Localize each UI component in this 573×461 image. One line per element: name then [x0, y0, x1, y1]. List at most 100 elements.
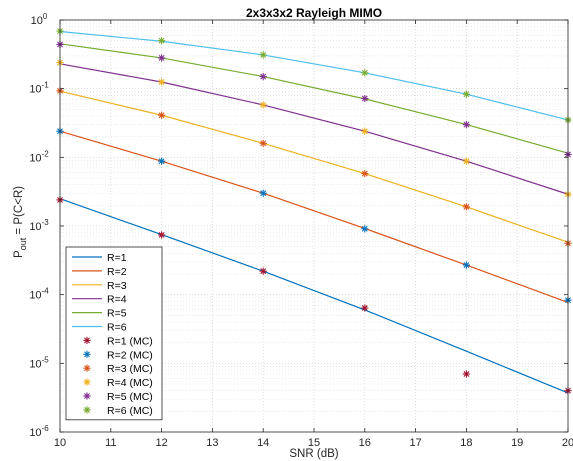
- y-tick-label: 10-6: [29, 424, 49, 439]
- x-tick-label: 10: [54, 437, 66, 449]
- y-tick-label-base: 10: [29, 221, 41, 233]
- y-tick-label-exponent: -6: [42, 424, 50, 433]
- x-axis-label: SNR (dB): [289, 448, 338, 460]
- legend-entry-r-2-mc: R=2 (MC): [83, 349, 153, 361]
- marker-stroke: [158, 37, 165, 44]
- legend-label: R=4: [107, 294, 127, 306]
- marker-stroke: [463, 203, 470, 210]
- data-point-r-1-mc: [158, 231, 166, 239]
- x-tick-label: 17: [409, 437, 421, 449]
- legend-entry-r-4: R=4: [72, 294, 127, 306]
- legend-label: R=3: [107, 280, 127, 292]
- y-tick-label: 10-2: [29, 149, 49, 164]
- marker-stroke: [84, 365, 90, 372]
- marker-stroke: [463, 371, 470, 377]
- marker-stroke: [158, 112, 165, 119]
- legend-label: R=1 (MC): [107, 335, 153, 347]
- y-tick-label-exponent: -5: [42, 355, 50, 364]
- y-tick-label: 10-3: [29, 218, 49, 233]
- marker-stroke: [361, 305, 368, 311]
- marker-stroke: [84, 406, 90, 413]
- legend-label: R=4 (MC): [107, 377, 153, 389]
- legend-label: R=2: [107, 266, 127, 278]
- y-tick-label-exponent: -4: [42, 287, 50, 296]
- legend-entry-r-1-mc: R=1 (MC): [83, 335, 153, 347]
- marker-stroke: [463, 158, 470, 165]
- y-tick-label-exponent: -1: [42, 81, 50, 90]
- marker-stroke: [260, 101, 267, 108]
- legend-label: R=6 (MC): [107, 405, 153, 417]
- legend-label: R=6: [107, 322, 127, 334]
- data-point-r-3-mc: [158, 111, 166, 119]
- series-line-r-5: [59, 43, 569, 154]
- y-tick-label: 10-1: [29, 81, 49, 96]
- x-tick-label: 19: [511, 437, 523, 449]
- marker-stroke: [361, 128, 368, 135]
- legend-box: [65, 246, 163, 421]
- data-point-r-3-mc: [259, 139, 267, 147]
- legend-entry-r-2: R=2: [72, 266, 127, 278]
- data-point-r-4-mc: [462, 157, 470, 165]
- legend-swatch-marker: [83, 406, 91, 414]
- marker-stroke: [158, 158, 165, 165]
- marker-stroke: [158, 79, 165, 85]
- marker-stroke: [361, 69, 368, 76]
- marker-stroke: [361, 95, 368, 102]
- legend-entry-r-4-mc: R=4 (MC): [83, 377, 153, 389]
- marker-stroke: [260, 73, 267, 80]
- legend-label: R=3 (MC): [107, 363, 153, 375]
- y-tick-label-base: 10: [29, 84, 41, 96]
- data-point-r-3-mc: [361, 169, 369, 178]
- y-tick-label: 10-4: [29, 287, 49, 302]
- legend-entry-r-6: R=6: [72, 322, 127, 334]
- marker-stroke: [361, 225, 368, 232]
- marker-stroke: [260, 268, 267, 275]
- marker-stroke: [84, 337, 90, 344]
- legend-entry-r-3: R=3: [72, 280, 127, 292]
- data-point-r-2-mc: [158, 157, 166, 165]
- data-point-r-1-mc: [361, 304, 369, 312]
- legend-label: R=5: [107, 308, 127, 320]
- x-tick-label: 12: [155, 437, 167, 449]
- legend-label: R=1: [107, 252, 127, 264]
- y-tick-label-base: 10: [31, 15, 43, 27]
- data-point-r-6-mc: [462, 90, 470, 98]
- marker-stroke: [260, 140, 267, 147]
- data-point-r-2-mc: [361, 225, 369, 233]
- marker-stroke: [361, 170, 368, 177]
- legend-swatch-marker: [83, 336, 91, 344]
- legend-swatch-marker: [83, 378, 91, 386]
- y-tick-label-exponent: 0: [43, 12, 48, 21]
- y-tick-label-base: 10: [29, 290, 41, 302]
- x-tick-label: 20: [562, 437, 573, 449]
- marker-stroke: [84, 351, 90, 358]
- data-point-r-4-mc: [259, 101, 267, 109]
- axis-ticks: 10 11 12 13 14 15 16 17 18 19 2010-610-510-410-310…: [29, 12, 573, 449]
- legend-label: R=5 (MC): [107, 391, 153, 403]
- legend-entry-r-5: R=5: [72, 308, 127, 320]
- y-axis-label-rest: = P(C<R): [13, 186, 25, 238]
- y-tick-label-base: 10: [29, 358, 41, 370]
- marker-stroke: [84, 393, 90, 399]
- marker-stroke: [463, 91, 470, 98]
- legend-entry-r-1: R=1: [72, 252, 127, 264]
- marker-stroke: [158, 55, 165, 61]
- y-tick-label-base: 10: [29, 152, 41, 164]
- marker-stroke: [463, 262, 470, 268]
- marker-stroke: [158, 232, 165, 238]
- data-point-r-6-mc: [259, 51, 267, 59]
- y-axis-label-sub: out: [18, 237, 28, 250]
- data-point-r-5-mc: [361, 94, 369, 103]
- marker-stroke: [260, 51, 267, 58]
- data-point-r-4-mc: [158, 78, 166, 86]
- y-tick-label: 100: [31, 12, 48, 27]
- marker-stroke: [84, 379, 90, 386]
- data-point-r-6-mc: [158, 37, 166, 45]
- y-tick-label: 10-5: [29, 355, 49, 370]
- data-point-r-5-mc: [462, 120, 470, 129]
- legend-entry-r-6-mc: R=6 (MC): [83, 405, 153, 417]
- data-point-r-6-mc: [361, 69, 369, 77]
- marker-stroke: [463, 121, 470, 128]
- legend-swatch-marker: [83, 350, 91, 358]
